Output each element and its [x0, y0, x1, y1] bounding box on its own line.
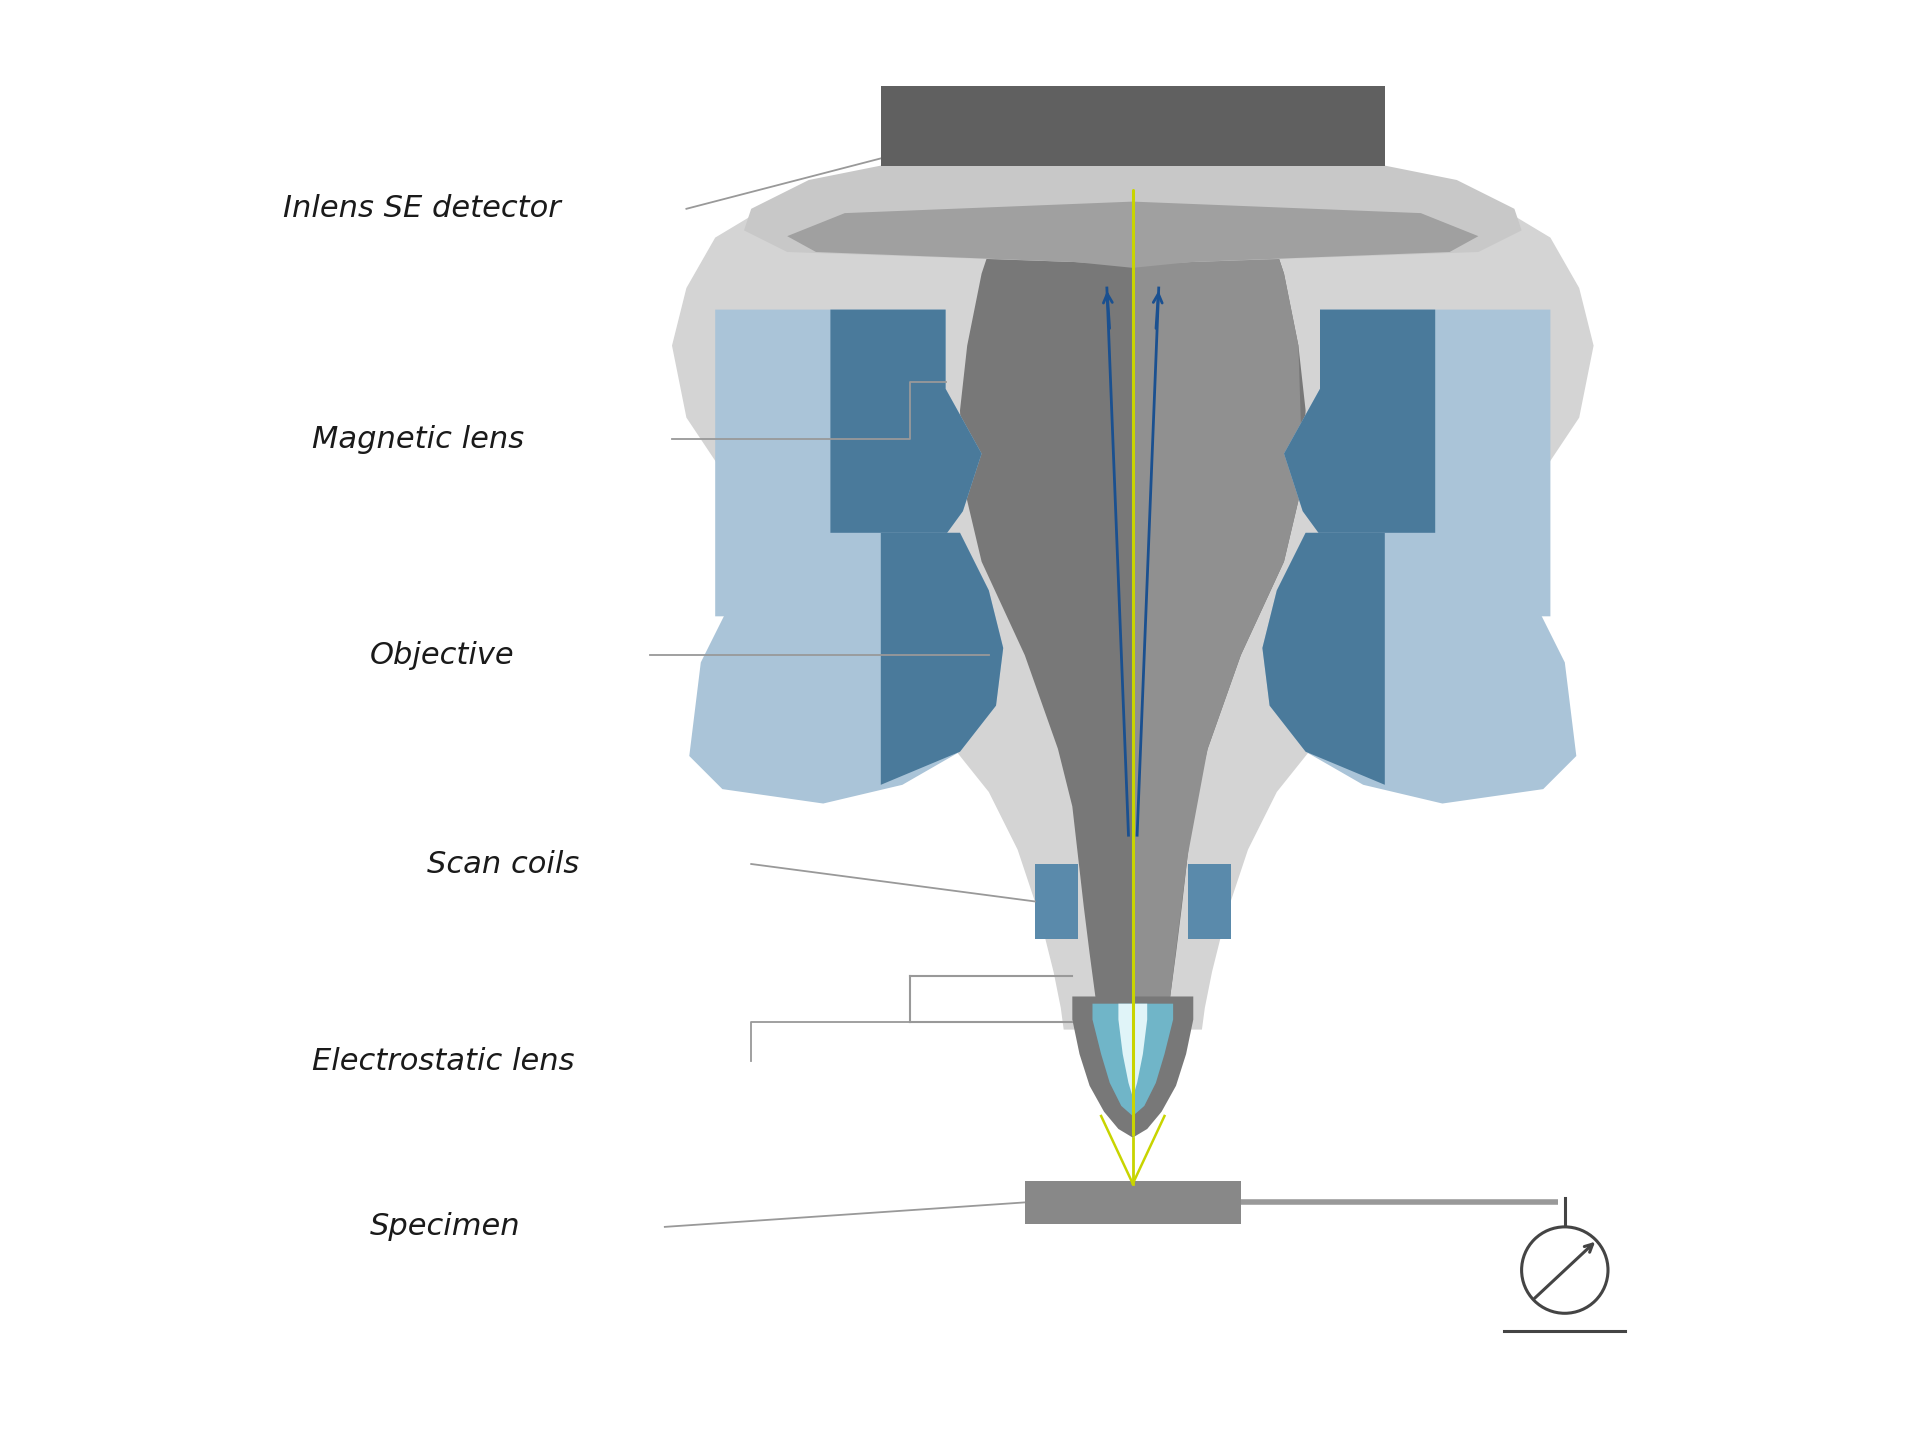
- Polygon shape: [1133, 187, 1302, 1022]
- Text: Specimen: Specimen: [371, 1212, 520, 1241]
- Polygon shape: [1092, 1004, 1173, 1116]
- Text: Electrostatic lens: Electrostatic lens: [313, 1047, 574, 1076]
- Polygon shape: [714, 310, 981, 616]
- Polygon shape: [745, 166, 1521, 265]
- Polygon shape: [1071, 996, 1192, 1138]
- FancyBboxPatch shape: [1187, 864, 1231, 939]
- Polygon shape: [831, 310, 981, 612]
- Polygon shape: [787, 202, 1478, 268]
- FancyBboxPatch shape: [1035, 864, 1079, 939]
- Text: Scan coils: Scan coils: [428, 850, 580, 878]
- Polygon shape: [960, 187, 1306, 1022]
- Text: Objective: Objective: [371, 641, 515, 670]
- Polygon shape: [1117, 1004, 1146, 1097]
- FancyBboxPatch shape: [881, 86, 1384, 166]
- Polygon shape: [881, 533, 1002, 785]
- Polygon shape: [1263, 533, 1384, 785]
- Polygon shape: [1284, 310, 1549, 616]
- FancyBboxPatch shape: [1025, 1181, 1240, 1224]
- Text: Magnetic lens: Magnetic lens: [313, 425, 524, 454]
- Polygon shape: [689, 533, 1002, 804]
- Polygon shape: [672, 216, 1594, 1030]
- Text: Inlens SE detector: Inlens SE detector: [284, 194, 561, 223]
- Polygon shape: [1263, 533, 1576, 804]
- Polygon shape: [1284, 310, 1434, 612]
